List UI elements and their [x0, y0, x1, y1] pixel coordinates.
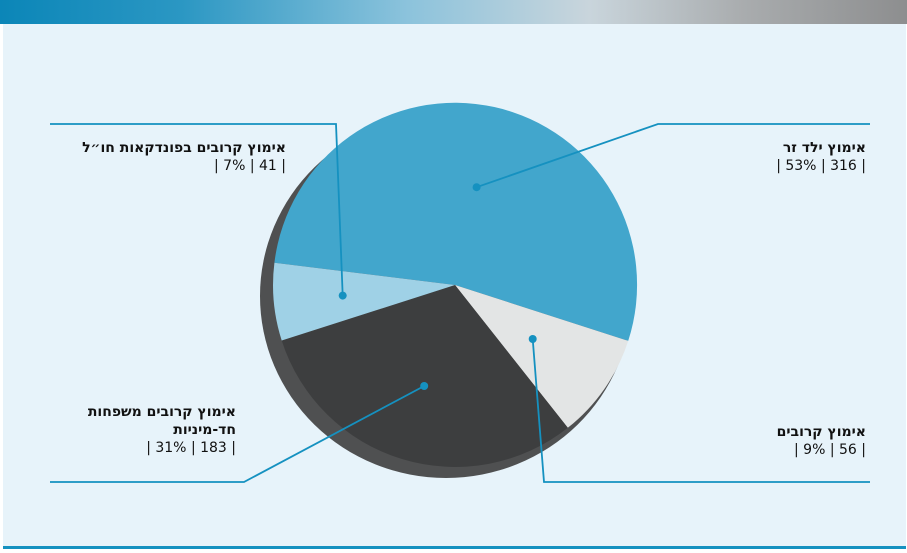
leader-line-2: [50, 385, 425, 483]
pie-slice-1: [455, 285, 629, 428]
leader-dot-1: [528, 335, 537, 343]
label-relatives-name: אימוץ קרובים: [776, 424, 866, 440]
label-surrogacy-values: | 7% | 41 |: [214, 158, 286, 174]
leader-dot-0: [472, 183, 481, 192]
label-foreign-child: אימוץ ילד זר | 53% | 316 |: [720, 139, 866, 175]
label-same-sex: אימוץ קרובים משפחות חד-מיניות | 31% | 18…: [30, 403, 236, 457]
label-surrogacy: אימוץ קרובים בפונדקאות חו״ל | 7% | 41 |: [30, 139, 286, 175]
pie-slice-3: [273, 262, 455, 341]
leader-dot-2: [420, 382, 429, 390]
bottom-rule: [3, 546, 906, 549]
leader-line-0: [476, 123, 870, 189]
label-relatives: אימוץ קרובים | 9% | 56 |: [720, 423, 866, 459]
header-gradient-bar: [0, 0, 907, 24]
leader-dot-3: [338, 291, 347, 300]
label-relatives-values: | 9% | 56 |: [794, 442, 866, 458]
leader-line-1: [531, 338, 870, 483]
label-same-sex-values: | 31% | 183 |: [146, 440, 236, 456]
label-foreign-child-name: אימוץ ילד זר: [782, 140, 866, 156]
leader-line-3: [50, 123, 344, 296]
label-surrogacy-name: אימוץ קרובים בפונדקאות חו״ל: [82, 140, 286, 156]
label-same-sex-name-1: אימוץ קרובים משפחות: [87, 404, 236, 420]
label-same-sex-name-2: חד-מיניות: [173, 422, 236, 438]
label-foreign-child-values: | 53% | 316 |: [776, 158, 866, 174]
pie-slice-2: [281, 285, 568, 467]
